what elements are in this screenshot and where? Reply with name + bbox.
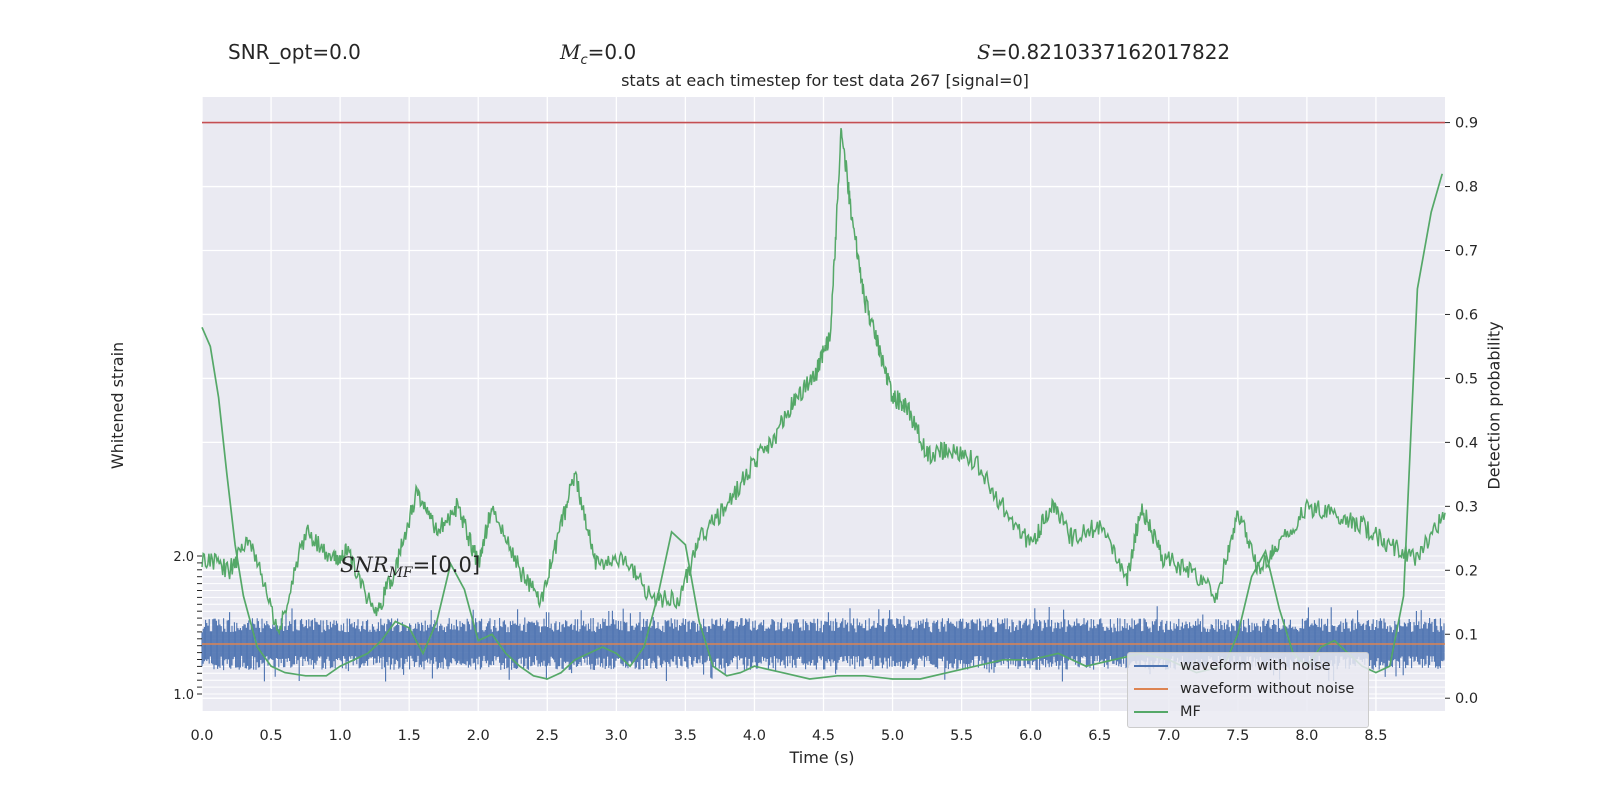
x-tick-label: 5.0	[881, 728, 904, 744]
x-tick-label: 8.0	[1295, 728, 1318, 744]
legend-item-mf: MF	[1134, 701, 1201, 723]
detection-probability-series	[201, 128, 1446, 636]
right-tick-label: 0.9	[1455, 116, 1478, 132]
x-tick-labels: 0.0 0.5 1.0 1.5 2.0 2.5 3.0 3.5 4.0 4.5 5.0 5.5 6.0 6…	[190, 728, 1387, 744]
x-tick-label: 0.5	[260, 728, 283, 744]
s-value: =0.8210337162017822	[990, 40, 1231, 64]
legend: waveform with noise waveform without noi…	[1127, 652, 1369, 728]
chirp-mass-label: Mc=0.0	[560, 40, 636, 68]
legend-swatch-mf	[1134, 711, 1168, 713]
legend-swatch-clean	[1134, 688, 1168, 690]
x-tick-label: 7.0	[1157, 728, 1180, 744]
right-tick-label: 0.7	[1455, 244, 1478, 260]
legend-label-noisy: waveform with noise	[1180, 658, 1331, 674]
x-tick-label: 6.0	[1019, 728, 1042, 744]
right-tick-labels: 0.0 0.1 0.2 0.3 0.4 0.5 0.6 0.7 0.8 0.9	[1445, 116, 1478, 707]
right-tick-label: 0.5	[1455, 371, 1478, 387]
x-tick-label: 2.5	[536, 728, 559, 744]
mf-series	[201, 173, 1444, 680]
s-value-label: S=0.8210337162017822	[977, 40, 1230, 64]
snr-mf-value: =[0.0]	[412, 553, 481, 577]
strain-tick-labels: 2.0 1.0	[173, 550, 202, 703]
legend-swatch-noisy	[1134, 665, 1168, 667]
vertical-gridlines	[201, 97, 1377, 711]
right-tick-label: 0.2	[1455, 563, 1478, 579]
mc-value: =0.0	[587, 40, 637, 64]
right-tick-label: 0.6	[1455, 307, 1478, 323]
x-tick-label: 1.0	[329, 728, 352, 744]
legend-item-noisy: waveform with noise	[1134, 655, 1331, 677]
snr-mf-subscript: MF	[388, 565, 413, 582]
x-tick-label: 3.0	[605, 728, 628, 744]
right-y-axis-label: Detection probability	[1484, 321, 1504, 490]
left-y-axis-label: Whitened strain	[108, 341, 128, 470]
strain-tick-top: 2.0	[173, 550, 194, 565]
s-symbol: S	[977, 40, 991, 64]
snr-opt-label: SNR_opt=0.0	[228, 40, 361, 64]
right-tick-label: 0.0	[1455, 691, 1478, 707]
x-tick-label: 4.0	[743, 728, 766, 744]
x-axis-label: Time (s)	[788, 748, 854, 767]
right-tick-label: 0.3	[1455, 499, 1478, 515]
x-tick-label: 3.5	[674, 728, 697, 744]
snr-mf-annotation: SNRMF=[0.0]	[340, 553, 480, 581]
chart-title: stats at each timestep for test data 267…	[621, 71, 1029, 90]
x-tick-label: 6.5	[1088, 728, 1111, 744]
legend-label-mf: MF	[1180, 704, 1201, 720]
mc-subscript: c	[580, 53, 588, 68]
x-tick-label: 0.0	[190, 728, 213, 744]
x-tick-label: 5.5	[950, 728, 973, 744]
x-tick-label: 7.5	[1226, 728, 1249, 744]
right-tick-label: 0.1	[1455, 627, 1478, 643]
right-tick-label: 0.8	[1455, 180, 1478, 196]
legend-label-clean: waveform without noise	[1180, 681, 1355, 697]
mc-symbol: M	[560, 40, 581, 64]
snr-mf-symbol: SNR	[340, 553, 389, 577]
x-tick-label: 8.5	[1364, 728, 1387, 744]
horizontal-gridlines	[202, 121, 1445, 699]
x-tick-label: 1.5	[398, 728, 421, 744]
x-tick-label: 4.5	[812, 728, 835, 744]
right-tick-label: 0.4	[1455, 435, 1478, 451]
x-tick-label: 2.0	[467, 728, 490, 744]
legend-item-clean: waveform without noise	[1134, 678, 1354, 700]
strain-tick-bottom: 1.0	[173, 688, 194, 703]
